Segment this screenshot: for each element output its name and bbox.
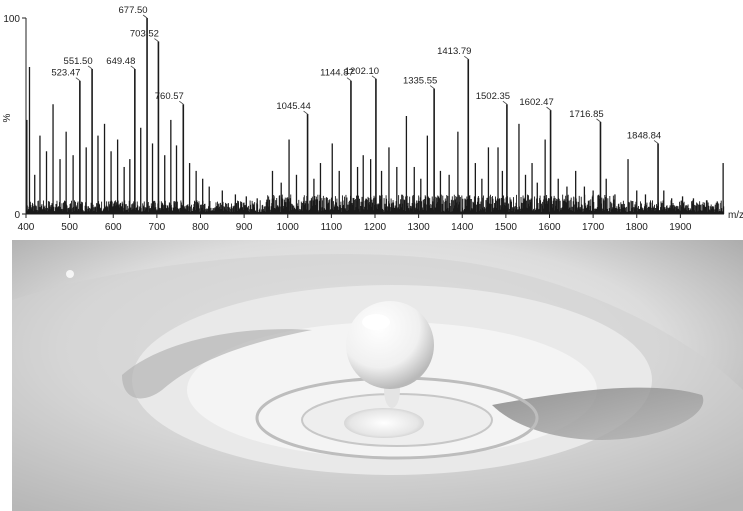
peak-label: 551.50 [64, 56, 93, 67]
peak-label: 1413.79 [437, 46, 471, 57]
x-tick-label: 400 [18, 222, 35, 233]
peak-label-leader [371, 75, 377, 80]
x-axis-label: m/z [728, 210, 743, 221]
y-axis-label: % [2, 113, 13, 122]
peak-label-leader [75, 77, 81, 82]
milk-drop [346, 301, 434, 389]
peak-label-leader [142, 14, 148, 19]
peak-label: 703.52 [130, 29, 159, 40]
x-tick-label: 1700 [582, 222, 605, 233]
x-tick-label: 1300 [408, 222, 431, 233]
splash-pool [344, 408, 424, 438]
peak-label-leader [303, 110, 308, 115]
peak-label: 1335.55 [403, 76, 437, 87]
peak-label-leader [346, 77, 352, 82]
dark-swirl-right [492, 387, 704, 440]
peak-label: 677.50 [119, 5, 148, 16]
peak-label-leader [154, 38, 159, 42]
y-tick-label: 100 [3, 14, 20, 25]
peak-label-leader [502, 100, 508, 105]
x-tick-label: 1600 [538, 222, 561, 233]
dark-swirl-left [122, 329, 312, 399]
peak-label: 649.48 [106, 56, 135, 67]
x-tick-label: 900 [236, 222, 253, 233]
drop-highlight [362, 314, 390, 330]
x-tick-label: 1900 [669, 222, 692, 233]
y-tick-label: 0 [14, 210, 20, 221]
x-tick-label: 1500 [495, 222, 518, 233]
x-tick-label: 800 [192, 222, 209, 233]
peak-label-leader [130, 65, 136, 70]
peak-label-leader [429, 85, 435, 89]
peak-label: 1144.87 [320, 68, 354, 79]
x-tick-label: 1100 [321, 222, 343, 233]
peak-label-leader [464, 55, 469, 60]
peak-label-leader [596, 118, 601, 123]
milk-splash-image [12, 240, 743, 511]
peak-label: 1202.10 [345, 66, 379, 77]
peak-label-leader [653, 140, 659, 144]
x-tick-label: 1200 [364, 222, 387, 233]
tiny-droplet [66, 270, 74, 278]
x-tick-label: 700 [149, 222, 166, 233]
peak-label-leader [546, 106, 551, 111]
x-tick-label: 1000 [277, 222, 300, 233]
peak-label: 1045.44 [276, 101, 310, 112]
peak-label: 1848.84 [627, 130, 661, 141]
peak-label-leader [179, 100, 184, 105]
x-tick-label: 1400 [451, 222, 474, 233]
milk-splash-photo [12, 240, 743, 511]
mass-spectrum-chart: 523.47 551.50 649.48 677.50 703.52 760.57 1045… [0, 0, 743, 240]
peak-label-leader [87, 65, 93, 70]
peak-label: 760.57 [155, 91, 184, 102]
peak-label: 523.47 [51, 68, 80, 79]
peak-label: 1716.85 [569, 109, 603, 120]
peak-label: 1602.47 [519, 97, 553, 108]
peak-label: 1502.35 [476, 91, 510, 102]
x-tick-label: 1800 [626, 222, 649, 233]
x-tick-label: 500 [61, 222, 78, 233]
x-tick-label: 600 [105, 222, 122, 233]
